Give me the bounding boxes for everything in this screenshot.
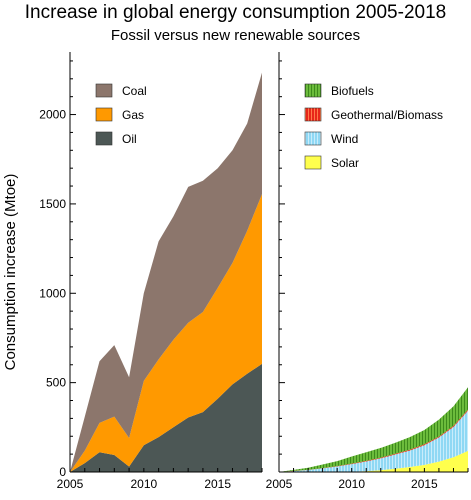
- x-tick-label: 2015: [411, 477, 438, 491]
- legend-swatch-biofuels: [304, 83, 322, 98]
- area-biofuels-renewable: [279, 387, 468, 472]
- legend-label-oil: Oil: [122, 132, 137, 146]
- legend-label-solar: Solar: [331, 156, 359, 170]
- y-tick-label: 1500: [39, 197, 66, 211]
- y-tick-label: 1000: [39, 286, 66, 300]
- legend-swatch-geothermal-biomass: [304, 107, 322, 122]
- area-gas-fossil: [70, 194, 262, 472]
- legend-swatch-wind: [304, 131, 322, 146]
- area-solar-renewable: [279, 450, 468, 472]
- legend-label-coal: Coal: [122, 84, 147, 98]
- y-tick-label: 0: [59, 465, 66, 479]
- y-tick-label: 2000: [39, 108, 66, 122]
- legend-swatch-coal: [95, 83, 113, 98]
- legend-swatch-gas: [95, 107, 113, 122]
- area-coal-fossil: [70, 72, 262, 472]
- y-axis-title: Consumption increase (Mtoe): [2, 174, 19, 371]
- area-oil-fossil: [70, 363, 262, 472]
- chart-subtitle: Fossil versus new renewable sources: [110, 27, 361, 44]
- chart-title: Increase in global energy consumption 20…: [24, 2, 447, 23]
- legend-label-geothermal-biomass: Geothermal/Biomass: [331, 108, 443, 122]
- x-tick-label: 2005: [266, 477, 293, 491]
- x-tick-label: 2010: [338, 477, 365, 491]
- y-tick-label: 500: [46, 376, 66, 390]
- area-geothermal-biomass-renewable: [279, 409, 468, 472]
- area-wind-renewable: [279, 410, 468, 472]
- legend-label-gas: Gas: [122, 108, 144, 122]
- legend-swatch-oil: [95, 131, 113, 146]
- x-tick-label: 2015: [204, 477, 231, 491]
- x-tick-label: 2010: [130, 477, 157, 491]
- legend-label-wind: Wind: [331, 132, 358, 146]
- legend-swatch-solar: [304, 155, 322, 170]
- x-tick-label: 2005: [57, 477, 84, 491]
- legend-label-biofuels: Biofuels: [331, 84, 374, 98]
